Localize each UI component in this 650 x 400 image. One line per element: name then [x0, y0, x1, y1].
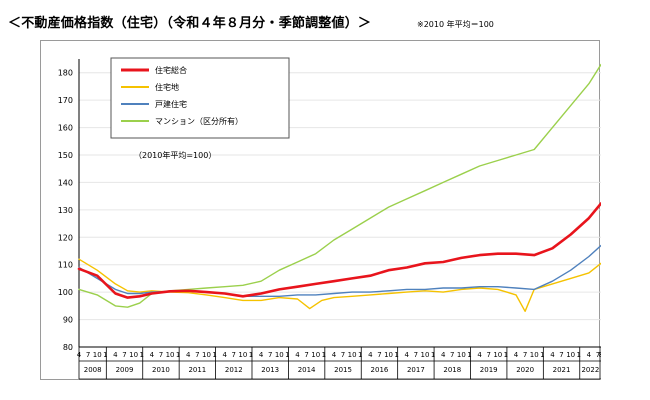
y-tick-label: 80 [63, 343, 73, 352]
month-tick-label: 7 [341, 351, 345, 359]
month-tick-label: 10 [566, 351, 575, 359]
month-tick-label: 10 [457, 351, 466, 359]
month-tick-label: 7 [377, 351, 381, 359]
month-tick-label: 10 [421, 351, 430, 359]
month-tick-label: 8 [599, 351, 601, 359]
month-tick-label: 1 [394, 351, 398, 359]
chart-frame: 80 90 100 110 120 130 140 150 160 170 180 2008 4 7 10 1… [40, 40, 601, 380]
month-tick-label: 10 [311, 351, 320, 359]
month-tick-label: 1 [358, 351, 362, 359]
month-tick-label: 1 [103, 351, 107, 359]
year-label: 2014 [298, 366, 316, 374]
month-tick-label: 1 [285, 351, 289, 359]
month-tick-label: 4 [477, 351, 482, 359]
month-tick-label: 7 [596, 351, 600, 359]
month-tick-label: 1 [249, 351, 253, 359]
month-tick-label: 7 [232, 351, 236, 359]
month-tick-label: 4 [514, 351, 519, 359]
month-tick-label: 4 [295, 351, 300, 359]
series-line [77, 202, 601, 299]
y-tick-label: 180 [58, 69, 73, 78]
month-tick-label: 10 [129, 351, 138, 359]
month-tick-label: 7 [523, 351, 527, 359]
month-tick-label: 1 [467, 351, 471, 359]
month-tick-label: 4 [405, 351, 410, 359]
legend-label: 戸建住宅 [155, 99, 187, 109]
month-tick-label: 1 [540, 351, 544, 359]
month-tick-label: 10 [238, 351, 247, 359]
year-label: 2009 [116, 366, 134, 374]
y-tick-label: 160 [58, 124, 73, 133]
month-tick-label: 4 [259, 351, 264, 359]
month-tick-label: 7 [450, 351, 454, 359]
year-label: 2011 [188, 366, 206, 374]
month-tick-label: 1 [322, 351, 326, 359]
year-label: 2018 [443, 366, 461, 374]
month-tick-label: 10 [384, 351, 393, 359]
month-tick-label: 7 [414, 351, 418, 359]
y-tick-label: 170 [58, 96, 73, 105]
month-tick-label: 4 [441, 351, 446, 359]
month-tick-label: 4 [550, 351, 555, 359]
month-tick-label: 1 [431, 351, 435, 359]
y-tick-label: 150 [58, 151, 73, 160]
month-tick-label: 10 [493, 351, 502, 359]
year-label: 2020 [516, 366, 534, 374]
year-label: 2021 [553, 366, 571, 374]
base-annotation: （2010年平均=100） [134, 150, 216, 160]
month-tick-label: 10 [166, 351, 175, 359]
month-tick-label: 1 [212, 351, 216, 359]
month-tick-label: 4 [587, 351, 592, 359]
month-tick-label: 4 [368, 351, 373, 359]
month-tick-label: 4 [150, 351, 155, 359]
year-label: 2015 [334, 366, 352, 374]
y-tick-label: 110 [58, 261, 73, 270]
legend-label: マンション（区分所有） [155, 116, 243, 126]
month-tick-label: 7 [268, 351, 272, 359]
y-tick-label: 140 [58, 178, 73, 187]
month-tick-label: 1 [139, 351, 143, 359]
month-tick-label: 7 [86, 351, 90, 359]
y-tick-label: 120 [58, 233, 73, 242]
month-tick-label: 4 [222, 351, 227, 359]
year-label: 2013 [261, 366, 279, 374]
year-label: 2019 [480, 366, 498, 374]
month-tick-label: 10 [530, 351, 539, 359]
y-tick-label: 100 [58, 288, 73, 297]
year-label: 2008 [84, 366, 102, 374]
year-label: 2022 [581, 366, 599, 374]
y-tick-label: 130 [58, 206, 73, 215]
month-tick-label: 7 [195, 351, 199, 359]
month-tick-label: 7 [559, 351, 563, 359]
month-tick-label: 7 [122, 351, 126, 359]
series-line [78, 258, 601, 312]
year-label: 2017 [407, 366, 425, 374]
month-tick-label: 10 [275, 351, 284, 359]
series-line [78, 244, 601, 297]
chart-title: ＜不動産価格指数（住宅）（令和４年８月分・季節調整値）＞ [8, 16, 372, 31]
month-tick-label: 10 [348, 351, 357, 359]
month-tick-label: 1 [504, 351, 508, 359]
month-tick-label: 4 [186, 351, 191, 359]
year-label: 2010 [152, 366, 170, 374]
legend-label: 住宅地 [155, 82, 179, 92]
month-tick-label: 7 [159, 351, 163, 359]
month-tick-label: 1 [176, 351, 180, 359]
month-tick-label: 4 [332, 351, 337, 359]
legend-label: 住宅総合 [155, 65, 187, 75]
month-tick-label: 1 [577, 351, 581, 359]
month-tick-label: 10 [93, 351, 102, 359]
year-label: 2016 [371, 366, 389, 374]
month-tick-label: 7 [304, 351, 308, 359]
year-label: 2012 [225, 366, 243, 374]
base-note: ※2010 年平均＝100 [417, 20, 494, 29]
y-tick-label: 90 [63, 316, 73, 325]
month-tick-label: 10 [202, 351, 211, 359]
month-tick-label: 7 [486, 351, 490, 359]
month-tick-label: 4 [77, 351, 82, 359]
month-tick-label: 4 [113, 351, 118, 359]
